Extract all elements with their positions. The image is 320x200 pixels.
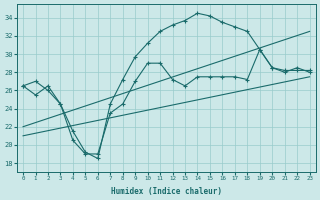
- X-axis label: Humidex (Indice chaleur): Humidex (Indice chaleur): [111, 187, 222, 196]
